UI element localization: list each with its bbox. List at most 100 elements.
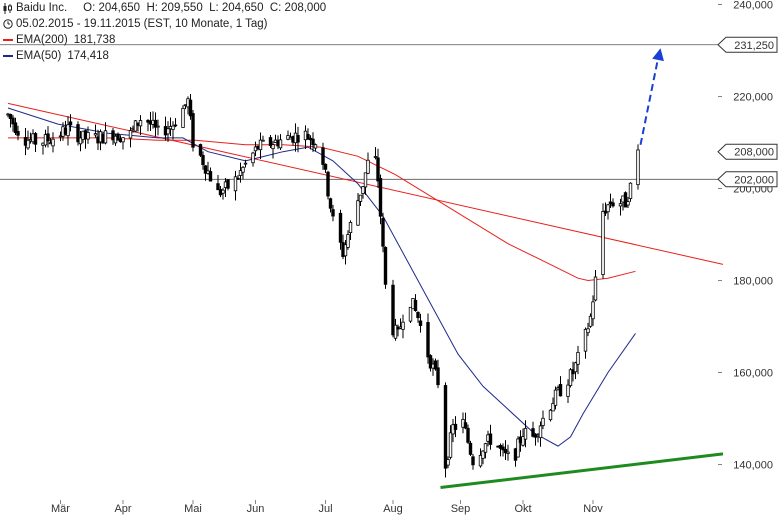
candle [271,141,275,159]
candle [446,456,450,469]
candle [393,318,398,341]
candle [268,135,273,149]
candle [506,444,510,461]
legend-ema200: EMA(200) 181,738 [0,32,560,48]
x-axis: Mär Apr Mai Jun Jul Aug Sep Okt Nov [51,500,603,515]
candle [66,116,70,146]
candle [521,428,525,447]
candle [361,186,365,199]
candle [443,382,448,478]
candle [241,165,245,180]
candle [243,159,248,168]
candle [33,131,38,153]
candle [11,115,15,132]
candle [501,443,505,457]
candle [503,440,508,461]
candle [636,144,640,190]
candle [468,440,473,457]
legend-ema50: EMA(50) 174,418 [0,48,560,64]
candle [576,345,580,375]
candle [623,191,628,208]
candle [366,152,370,175]
candle [401,314,405,339]
y-tick-label: 140,000 [733,460,773,472]
level-tag-2: 202,000 [717,171,778,188]
candle [593,270,598,302]
candle [103,122,108,145]
candle [323,163,328,173]
symbol-name: Baidu Inc. [16,2,68,14]
candle [466,424,470,444]
candle [116,132,120,141]
candle [471,454,475,470]
x-tick-label: Mai [184,503,202,515]
candle [346,230,350,250]
candle [376,148,380,188]
candle [358,194,363,206]
candle [221,187,225,200]
candle [188,94,193,120]
candle [478,448,483,468]
candle [321,142,325,170]
candle [378,174,383,225]
projection-arrow [639,48,664,145]
candle [628,182,633,202]
candle [418,313,423,333]
ema50-value: 174,418 [67,50,109,62]
candle [313,143,318,152]
projection-arrow-shaft [639,56,660,145]
candle [483,442,488,459]
candle [551,397,555,412]
candle [258,132,263,160]
projection-arrow-head [652,48,664,62]
candle [153,112,158,137]
x-tick-label: Sep [451,503,471,515]
candle [166,121,170,142]
candle [356,193,360,226]
candle [156,119,160,136]
level-tag-2-text: 202,000 [734,174,774,186]
candle [448,425,453,460]
candle [391,279,395,338]
candle [538,421,543,447]
candle [306,128,310,140]
candle [488,424,493,450]
x-tick-label: Apr [114,503,131,515]
ohlc-values: O: 204,650 H: 209,550 L: 204,650 C: 208,… [83,2,327,14]
candle [548,409,553,422]
x-tick-label: Jul [318,503,332,515]
candle [381,212,385,253]
candle [558,376,563,397]
candle [408,306,413,323]
candle [626,196,630,208]
candle [531,421,535,438]
candle [133,119,138,132]
candle [16,125,20,141]
candle [138,115,143,136]
candle [363,172,368,195]
uptrend-line [440,452,724,489]
candle [383,246,388,289]
candle [516,436,520,458]
candle [343,240,348,265]
candle [201,151,205,170]
level-tag-1-text: 231,250 [734,40,774,52]
candle [86,126,90,144]
candle [591,295,595,326]
candle [348,220,353,240]
candle [261,135,265,142]
chart-header: Baidu Inc. O: 204,650 H: 209,550 L: 204,… [0,0,560,64]
trend-lines [7,102,724,489]
candle [328,197,333,213]
y-tick-label: 220,000 [733,92,773,104]
candle [618,198,623,216]
header-row-period: 05.02.2015 - 19.11.2015 (EST, 10 Monate,… [0,16,560,32]
candle [251,151,255,167]
candle [236,175,240,181]
candle [238,162,243,183]
candle [588,313,593,328]
candle [78,130,83,152]
candle [373,147,378,160]
x-tick-label: Okt [514,503,531,515]
